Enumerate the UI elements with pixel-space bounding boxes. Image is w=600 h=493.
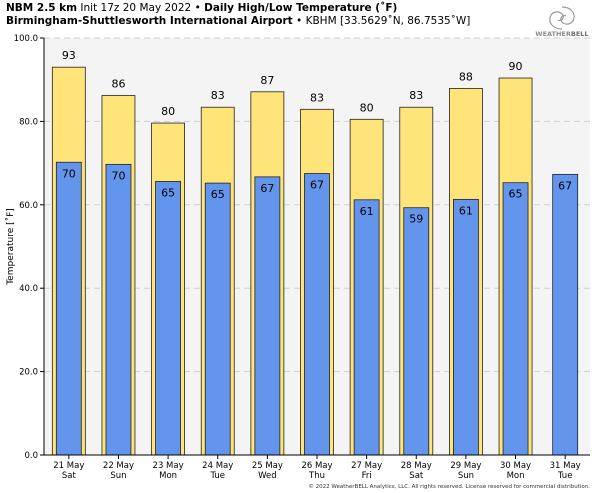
low-temp-label: 70	[62, 167, 76, 180]
init-time: Init 17z 20 May 2022	[80, 2, 192, 14]
y-tick-label: 60.0	[19, 201, 38, 211]
high-temp-label: 87	[260, 74, 274, 87]
station-name: Birmingham-Shuttlesworth International A…	[6, 15, 293, 27]
low-temp-label: 70	[111, 169, 125, 182]
station-id: KBHM [33.5629˚N, 86.7535˚W]	[305, 15, 471, 27]
low-temp-bar	[204, 182, 231, 456]
low-temp-label: 67	[310, 179, 324, 192]
y-tick-label: 0.0	[24, 451, 38, 461]
low-temp-label: 67	[558, 179, 572, 192]
low-temp-bar	[453, 198, 479, 456]
x-tick-label: 29 May Sun	[450, 461, 481, 481]
low-temp-bar	[155, 181, 181, 456]
x-tick-label: 31 May Tue	[550, 461, 581, 481]
x-tick-label: 24 May Tue	[202, 461, 233, 481]
x-tick-label: 23 May Mon	[153, 461, 184, 481]
low-temp-label: 65	[211, 188, 225, 201]
chart-header-line-2: Birmingham-Shuttlesworth International A…	[6, 15, 470, 27]
product-title: Daily High/Low Temperature (˚F)	[204, 2, 398, 14]
y-tick-label: 40.0	[19, 284, 38, 294]
low-temp-bar	[552, 173, 579, 456]
low-temp-bar	[403, 207, 430, 456]
high-temp-label: 93	[62, 49, 76, 62]
copyright-notice: © 2022 WeatherBELL Analytics, LLC. All r…	[308, 484, 590, 490]
y-tick-label: 80.0	[19, 117, 38, 127]
high-temp-label: 80	[161, 105, 175, 118]
low-temp-bar	[254, 176, 281, 456]
svg-text:WEATHERBELL: WEATHERBELL	[535, 30, 588, 38]
chart-header-line-1: NBM 2.5 km Init 17z 20 May 2022 • Daily …	[6, 2, 397, 14]
low-temp-bar	[304, 173, 330, 456]
y-tick-label: 20.0	[19, 368, 38, 378]
high-temp-label: 83	[211, 89, 225, 102]
x-tick-label: 25 May Wed	[252, 461, 283, 481]
high-temp-label: 86	[111, 78, 125, 91]
low-temp-label: 61	[360, 205, 374, 218]
x-tick-label: 30 May Mon	[500, 461, 531, 481]
y-axis-label: Temperature [˚F]	[5, 208, 16, 286]
y-tick-label: 100.0	[14, 34, 38, 44]
x-tick-label: 27 May Fri	[351, 461, 382, 481]
low-temp-bar	[353, 199, 380, 456]
low-temp-label: 61	[459, 204, 473, 217]
low-temp-bar	[502, 182, 529, 456]
high-temp-label: 90	[509, 60, 523, 73]
separator: •	[194, 2, 201, 14]
x-tick-label: 22 May Sun	[103, 461, 134, 481]
high-temp-label: 83	[409, 89, 423, 102]
model-name: NBM 2.5 km	[6, 2, 78, 14]
high-temp-label: 88	[459, 70, 473, 83]
x-tick-label: 21 May Sat	[53, 461, 84, 481]
low-temp-label: 67	[260, 182, 274, 195]
separator: •	[296, 15, 303, 27]
x-tick-label: 28 May Sat	[401, 461, 432, 481]
weatherbell-logo: WEATHERBELL	[535, 6, 589, 38]
high-temp-label: 80	[360, 101, 374, 114]
x-tick-label: 26 May Thu	[301, 461, 332, 481]
low-temp-label: 65	[161, 186, 175, 199]
low-temp-label: 59	[409, 213, 423, 226]
low-temp-bar	[55, 161, 82, 456]
low-temp-label: 65	[509, 188, 523, 201]
high-temp-label: 83	[310, 91, 324, 104]
low-temp-bar	[105, 163, 132, 456]
